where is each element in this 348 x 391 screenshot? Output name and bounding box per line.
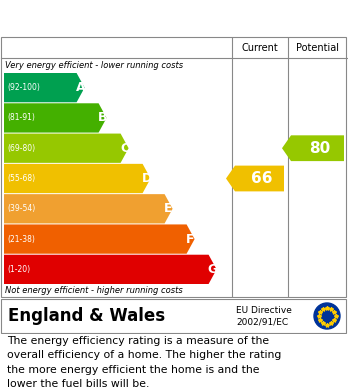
Text: (1-20): (1-20): [7, 265, 30, 274]
Text: (92-100): (92-100): [7, 83, 40, 92]
Text: (55-68): (55-68): [7, 174, 35, 183]
Polygon shape: [4, 103, 106, 133]
Text: England & Wales: England & Wales: [8, 307, 165, 325]
Polygon shape: [4, 194, 173, 223]
Text: The energy efficiency rating is a measure of the
overall efficiency of a home. T: The energy efficiency rating is a measur…: [7, 336, 281, 389]
Text: B: B: [98, 111, 107, 124]
Polygon shape: [4, 255, 216, 284]
Text: G: G: [207, 263, 218, 276]
Text: D: D: [142, 172, 152, 185]
Polygon shape: [4, 224, 195, 254]
Text: Energy Efficiency Rating: Energy Efficiency Rating: [10, 11, 232, 25]
Text: E: E: [164, 202, 173, 215]
Text: Not energy efficient - higher running costs: Not energy efficient - higher running co…: [5, 286, 183, 295]
Polygon shape: [4, 164, 151, 193]
Text: 66: 66: [251, 171, 272, 186]
Circle shape: [314, 303, 340, 329]
Polygon shape: [4, 134, 129, 163]
Text: A: A: [76, 81, 85, 94]
Text: (21-38): (21-38): [7, 235, 35, 244]
Polygon shape: [4, 73, 85, 102]
Text: C: C: [120, 142, 129, 155]
Text: F: F: [186, 233, 195, 246]
Polygon shape: [282, 135, 344, 161]
Text: Current: Current: [242, 43, 278, 53]
Polygon shape: [226, 166, 284, 191]
Text: (69-80): (69-80): [7, 144, 35, 153]
Text: Very energy efficient - lower running costs: Very energy efficient - lower running co…: [5, 61, 183, 70]
Text: Potential: Potential: [296, 43, 339, 53]
Text: EU Directive
2002/91/EC: EU Directive 2002/91/EC: [236, 306, 292, 326]
Text: (81-91): (81-91): [7, 113, 35, 122]
Text: 80: 80: [309, 141, 330, 156]
Text: (39-54): (39-54): [7, 204, 35, 213]
